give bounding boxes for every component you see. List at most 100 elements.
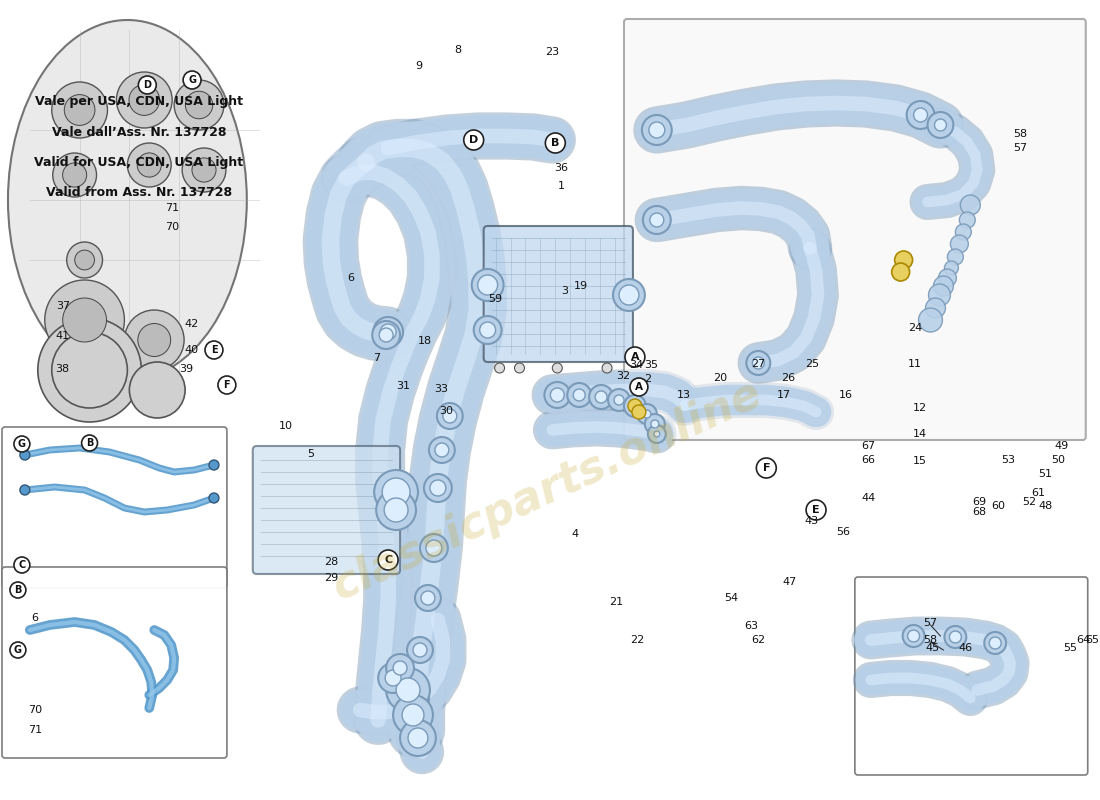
Circle shape <box>892 263 910 281</box>
Text: 46: 46 <box>958 643 972 653</box>
Circle shape <box>10 582 26 598</box>
Circle shape <box>415 585 441 611</box>
Circle shape <box>906 101 935 129</box>
Circle shape <box>472 269 504 301</box>
Circle shape <box>908 630 920 642</box>
Text: classicparts.online: classicparts.online <box>326 371 769 609</box>
Circle shape <box>14 557 30 573</box>
Circle shape <box>374 470 418 514</box>
Circle shape <box>218 376 235 394</box>
Circle shape <box>495 363 505 373</box>
Circle shape <box>20 485 30 495</box>
Circle shape <box>209 493 219 503</box>
Circle shape <box>928 284 950 306</box>
Circle shape <box>412 643 427 657</box>
Circle shape <box>63 298 107 342</box>
Circle shape <box>959 212 976 228</box>
Text: D: D <box>143 80 152 90</box>
Circle shape <box>956 224 971 240</box>
Circle shape <box>53 153 97 197</box>
Circle shape <box>747 351 770 375</box>
Text: F: F <box>223 380 230 390</box>
Circle shape <box>382 478 410 506</box>
Text: E: E <box>211 345 218 355</box>
Text: 30: 30 <box>440 406 453 416</box>
Circle shape <box>806 500 826 520</box>
Text: 47: 47 <box>782 578 796 587</box>
Text: 49: 49 <box>1055 441 1069 450</box>
Text: 9: 9 <box>416 61 422 70</box>
Text: 70: 70 <box>28 705 42 715</box>
Circle shape <box>602 363 612 373</box>
Text: 23: 23 <box>544 47 559 57</box>
Text: 37: 37 <box>56 301 70 310</box>
Ellipse shape <box>8 20 246 380</box>
Circle shape <box>192 158 216 182</box>
Circle shape <box>381 324 396 340</box>
Circle shape <box>139 76 156 94</box>
Text: 13: 13 <box>678 390 691 400</box>
Circle shape <box>430 480 446 496</box>
Circle shape <box>573 389 585 401</box>
Circle shape <box>400 720 436 756</box>
Circle shape <box>752 357 764 369</box>
Circle shape <box>138 153 162 177</box>
Text: 58: 58 <box>923 635 937 645</box>
Circle shape <box>550 388 564 402</box>
Text: 6: 6 <box>31 613 38 623</box>
Text: 26: 26 <box>781 373 795 382</box>
Text: 59: 59 <box>487 294 502 304</box>
Circle shape <box>934 276 954 296</box>
Circle shape <box>409 693 424 707</box>
Text: 21: 21 <box>609 598 624 607</box>
Circle shape <box>648 425 666 443</box>
Circle shape <box>386 668 430 712</box>
Circle shape <box>608 389 630 411</box>
Circle shape <box>642 206 671 234</box>
Text: 2: 2 <box>645 374 651 384</box>
Circle shape <box>426 540 442 556</box>
Circle shape <box>477 275 497 295</box>
Circle shape <box>642 115 672 145</box>
Circle shape <box>403 704 424 726</box>
Circle shape <box>945 261 958 275</box>
Text: Vale dall’Ass. Nr. 137728: Vale dall’Ass. Nr. 137728 <box>52 126 227 138</box>
Text: 39: 39 <box>179 364 194 374</box>
Text: 60: 60 <box>991 502 1005 511</box>
Circle shape <box>378 550 398 570</box>
Circle shape <box>424 474 452 502</box>
Circle shape <box>420 534 448 562</box>
Text: Valid for USA, CDN, USA Light: Valid for USA, CDN, USA Light <box>34 156 243 169</box>
Text: 57: 57 <box>923 618 937 628</box>
FancyBboxPatch shape <box>2 427 227 588</box>
Circle shape <box>631 405 646 419</box>
Text: 6: 6 <box>346 274 354 283</box>
Circle shape <box>480 322 496 338</box>
Text: 58: 58 <box>1013 130 1027 139</box>
Text: 8: 8 <box>454 46 461 55</box>
Circle shape <box>630 378 648 396</box>
Text: 14: 14 <box>913 430 926 439</box>
Text: 69: 69 <box>972 498 987 507</box>
Text: 64: 64 <box>1077 635 1091 645</box>
Circle shape <box>10 642 26 658</box>
Circle shape <box>642 410 651 418</box>
Text: 31: 31 <box>396 381 410 390</box>
Text: 33: 33 <box>434 384 448 394</box>
Circle shape <box>408 728 428 748</box>
Circle shape <box>947 249 964 265</box>
Text: C: C <box>384 555 393 565</box>
Circle shape <box>183 148 226 192</box>
Circle shape <box>45 280 124 360</box>
Text: 4: 4 <box>571 530 579 539</box>
Circle shape <box>464 130 484 150</box>
Circle shape <box>914 108 927 122</box>
Text: Vale per USA, CDN, USA Light: Vale per USA, CDN, USA Light <box>35 95 243 108</box>
Circle shape <box>403 687 429 713</box>
Circle shape <box>186 91 212 118</box>
Text: 24: 24 <box>908 323 922 333</box>
Circle shape <box>209 460 219 470</box>
Text: 53: 53 <box>1001 455 1015 465</box>
Circle shape <box>378 663 408 693</box>
Text: E: E <box>812 505 820 515</box>
